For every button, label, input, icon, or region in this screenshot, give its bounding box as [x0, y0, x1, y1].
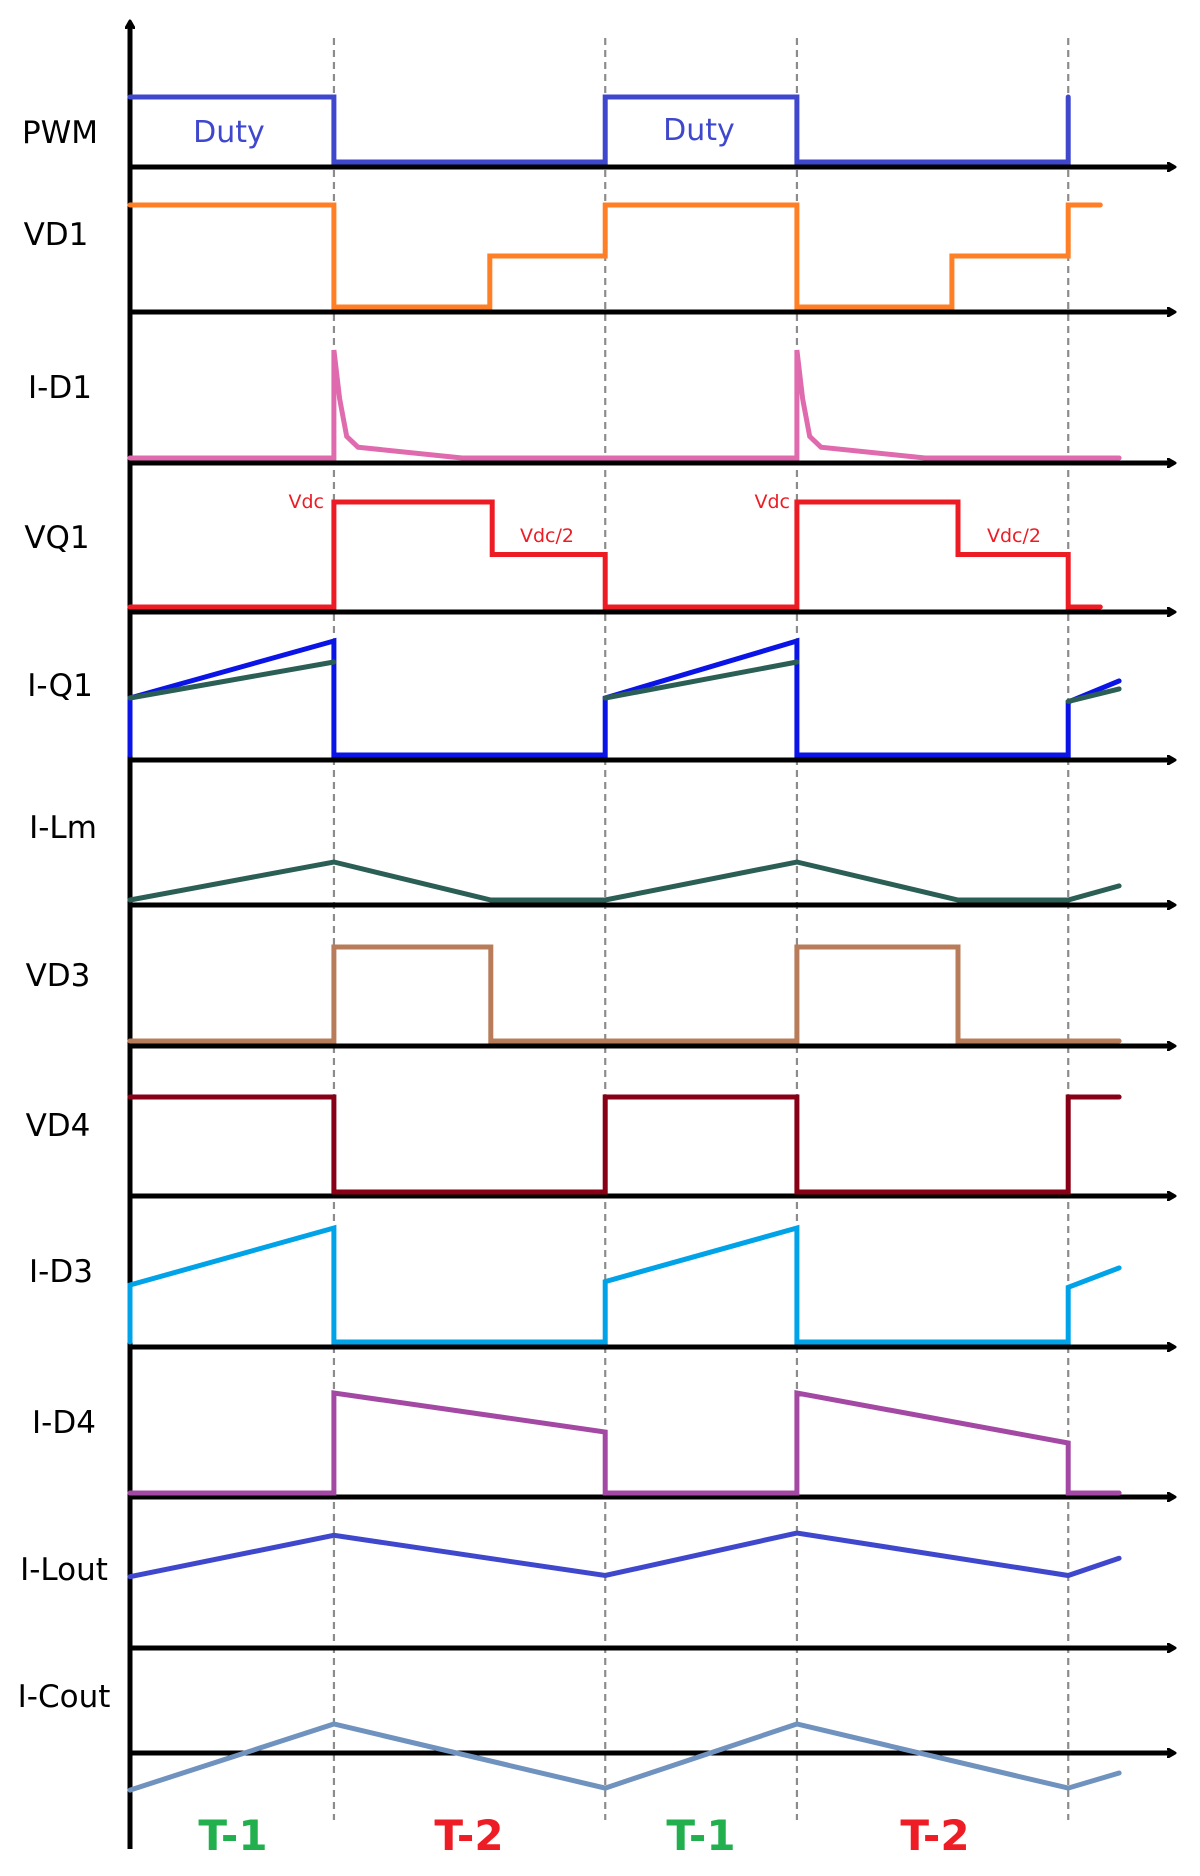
row-label-i-d4: I-D4 — [32, 1405, 96, 1441]
annotations: Duty Duty Vdc Vdc/2 Vdc Vdc/2 — [193, 113, 1041, 547]
trace-i-d4 — [127, 1389, 1122, 1496]
trace-i-q1-lm-component-2 — [602, 659, 800, 701]
row-label-vq1: VQ1 — [24, 520, 89, 556]
trace-i-lm — [127, 859, 1122, 903]
row-label-i-q1: I-Q1 — [27, 668, 93, 704]
phase-label-t1-a: T-1 — [198, 1811, 267, 1860]
trace-i-d3 — [127, 1224, 1122, 1345]
phase-label-t1-b: T-1 — [666, 1811, 735, 1860]
vdc-label-1: Vdc — [288, 491, 324, 513]
trace-i-q1-lm-component-1 — [127, 659, 337, 701]
trace-vd4 — [127, 1094, 1122, 1195]
row-label-i-d1: I-D1 — [28, 370, 92, 406]
trace-vd3 — [127, 944, 1122, 1044]
vdc-half-label-1: Vdc/2 — [520, 525, 574, 547]
duty-label-1: Duty — [193, 115, 265, 150]
row-labels: PWM VD1 I-D1 VQ1 I-Q1 I-Lm VD3 VD4 I-D3 … — [18, 115, 111, 1715]
trace-i-cout — [127, 1721, 1122, 1793]
duty-label-2: Duty — [663, 113, 735, 148]
vdc-label-2: Vdc — [754, 491, 790, 513]
phase-labels: T-1 T-2 T-1 T-2 — [198, 1811, 969, 1860]
row-label-vd4: VD4 — [26, 1108, 91, 1144]
vdc-half-label-2: Vdc/2 — [987, 525, 1041, 547]
trace-i-q1-lm-component-3 — [1065, 686, 1122, 704]
trace-vd1 — [127, 202, 1103, 310]
axes — [130, 22, 1174, 1849]
row-label-pwm: PWM — [22, 115, 98, 151]
trace-i-q1 — [127, 637, 1122, 758]
row-label-i-lout: I-Lout — [20, 1552, 108, 1588]
row-label-vd3: VD3 — [26, 958, 91, 994]
phase-label-t2-a: T-2 — [434, 1811, 503, 1860]
row-label-vd1: VD1 — [24, 217, 89, 253]
row-label-i-d3: I-D3 — [29, 1254, 93, 1290]
trace-pwm — [127, 94, 1071, 165]
phase-label-t2-b: T-2 — [900, 1811, 969, 1860]
row-label-i-cout: I-Cout — [18, 1679, 111, 1715]
phase-gridlines — [332, 38, 1070, 1820]
waveform-traces — [127, 94, 1122, 1793]
trace-i-d1 — [127, 349, 1122, 461]
trace-i-lout — [127, 1530, 1122, 1580]
row-label-i-lm: I-Lm — [29, 810, 97, 846]
trace-vq1 — [127, 499, 1103, 610]
